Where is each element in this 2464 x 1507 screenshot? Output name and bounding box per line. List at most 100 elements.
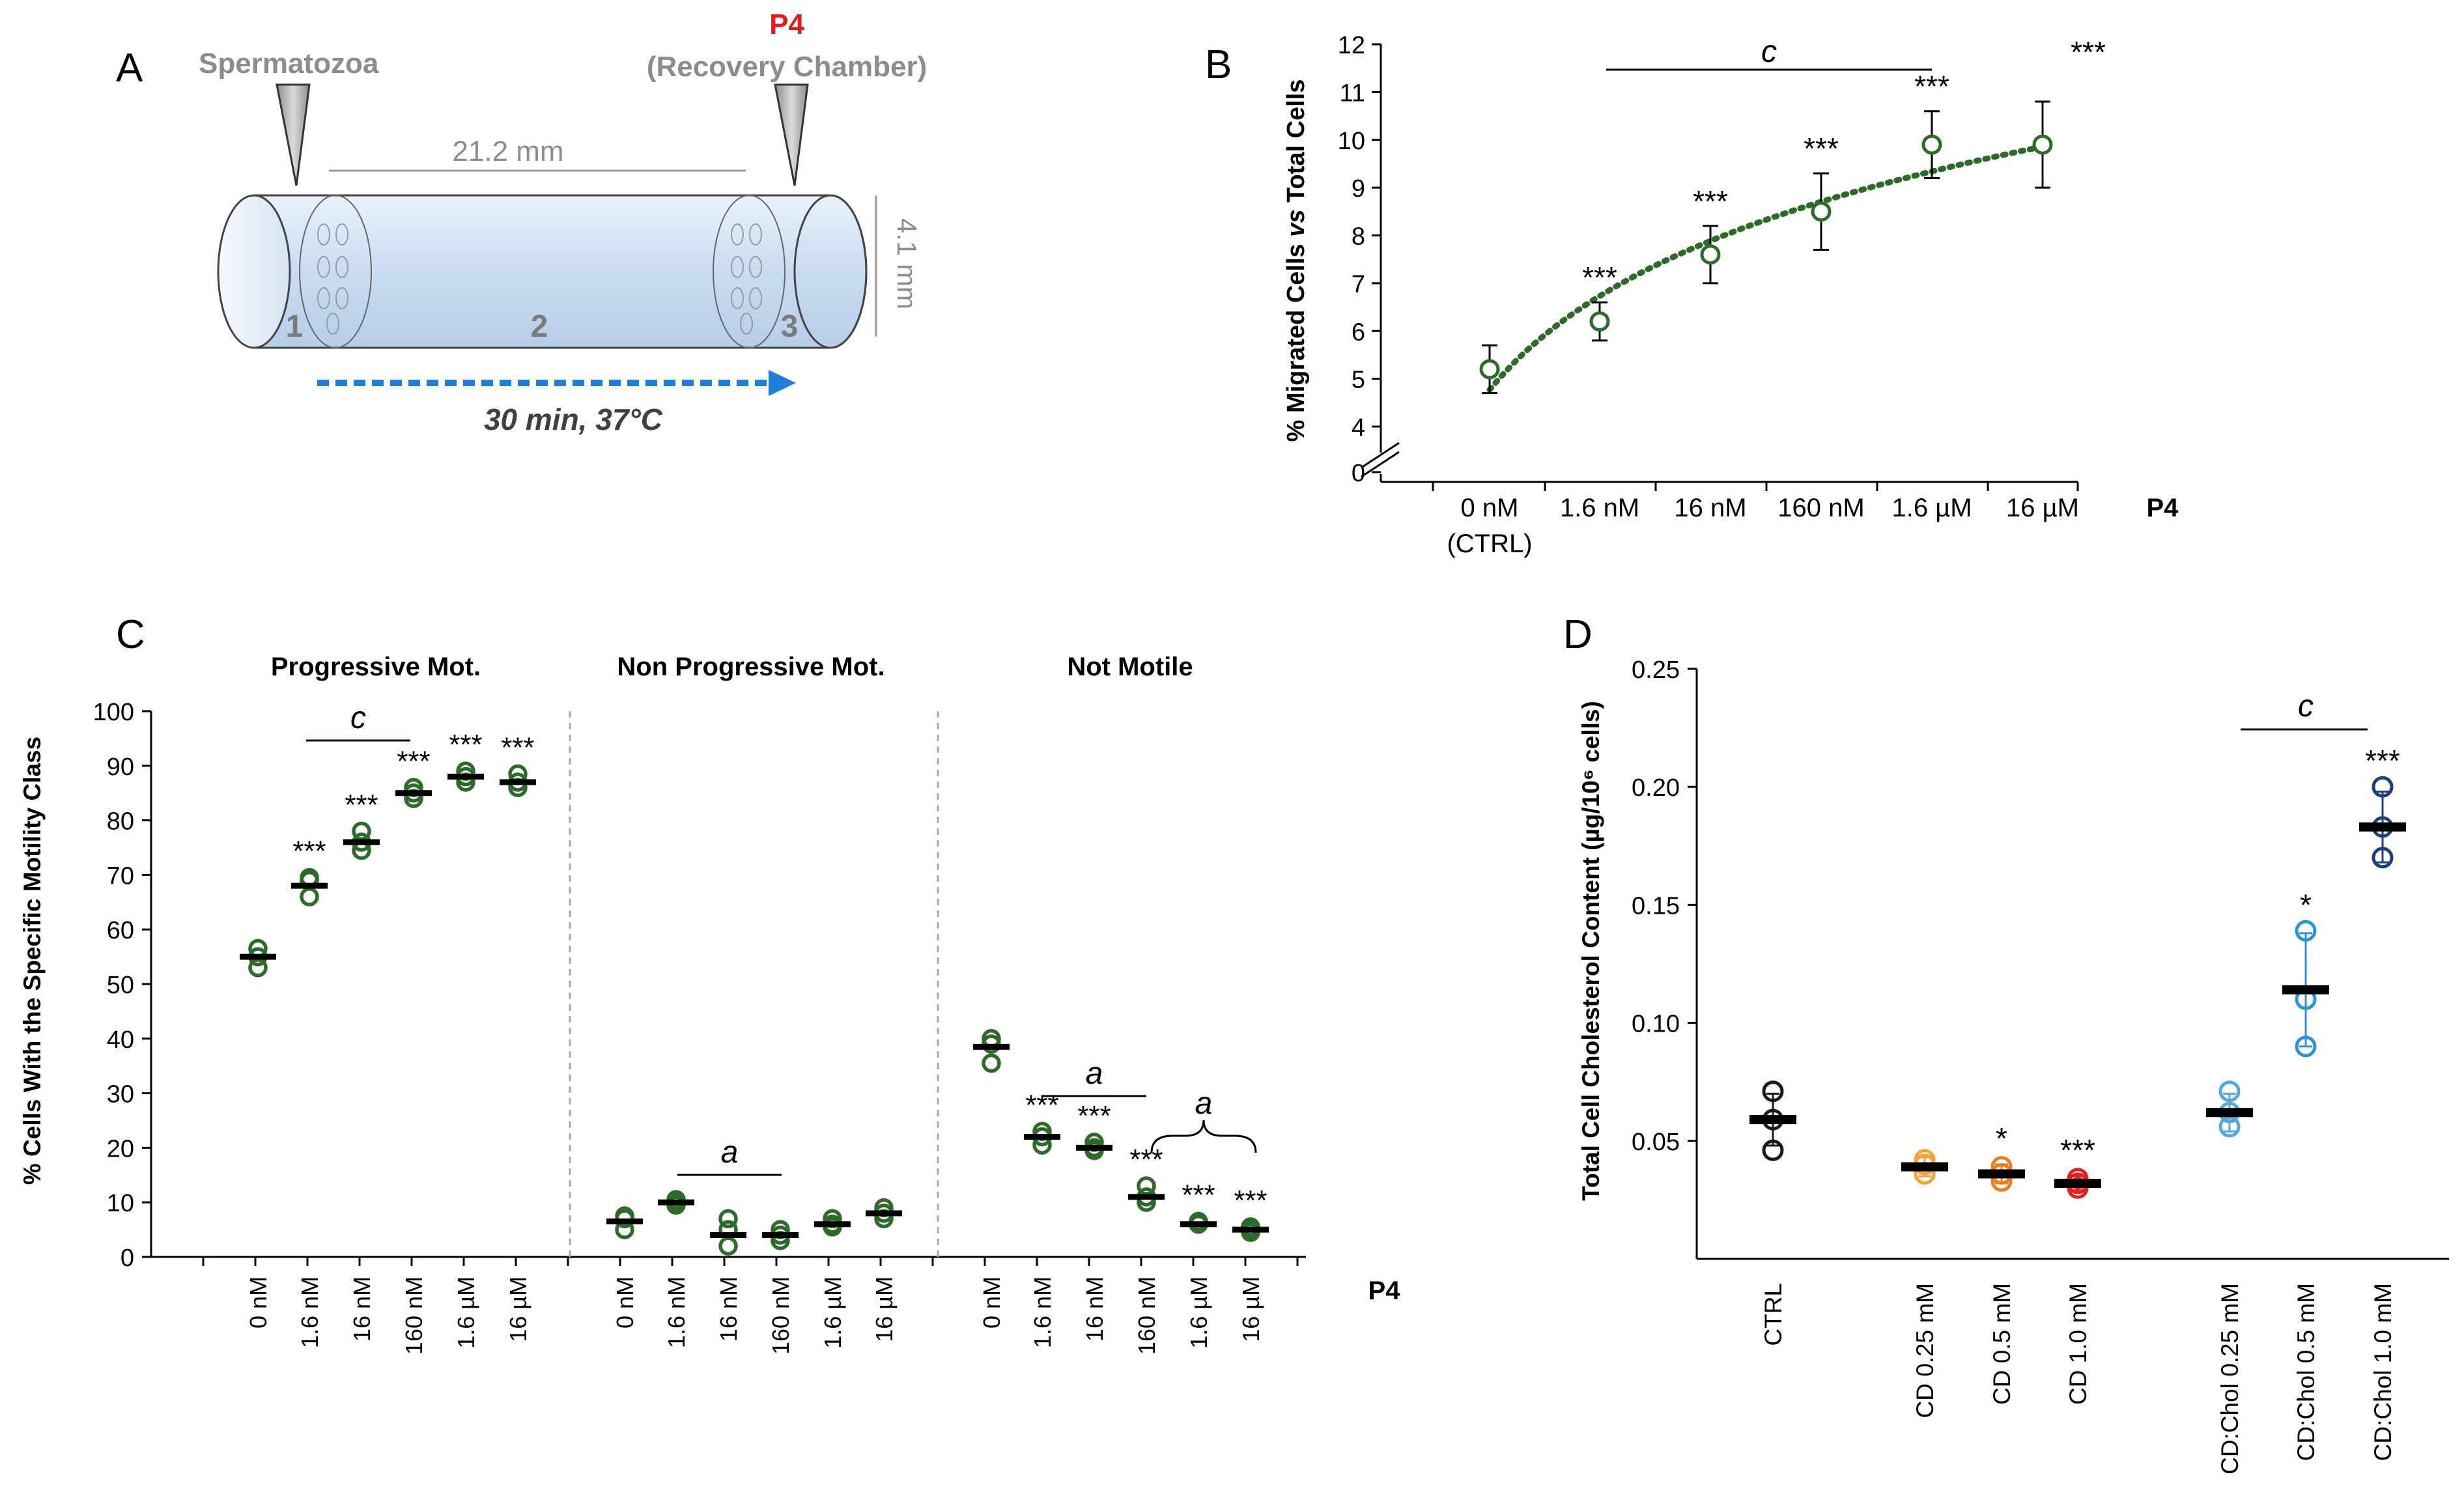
c-x-tick-label: 160 nM (401, 1276, 427, 1355)
c-x-tick-label: 1.6 nM (296, 1276, 323, 1348)
d-data-point (1762, 1080, 1784, 1103)
c-significance-label: *** (345, 789, 378, 821)
c-y-tick-label: 30 (107, 1081, 134, 1108)
b-y-tick-label: 12 (1338, 32, 1365, 59)
b-data-point (1700, 244, 1721, 265)
b-x-tick-label: 16 nM (1674, 494, 1746, 522)
b-y-tick-label: 5 (1352, 367, 1365, 394)
b-axis-break-1 (1361, 442, 1400, 469)
d-data-point (2218, 1080, 2241, 1103)
condition-label: 30 min, 37°C (484, 402, 663, 436)
c-x-tick-label: 1.6 µM (453, 1276, 479, 1349)
c-data-point (300, 887, 319, 907)
c-y-tick-label: 0 (120, 1245, 134, 1272)
d-x-tick-label: CD 0.5 mM (1989, 1283, 2015, 1405)
b-y-tick-label: 11 (1340, 79, 1365, 107)
b-data-point (1589, 311, 1610, 332)
b-y-tick-label: 4 (1352, 414, 1365, 442)
c-significance-label: *** (1077, 1100, 1111, 1132)
c-x-tick-label: 16 µM (871, 1276, 898, 1342)
panel-b-axes: 0 4 5 6 7 8 9 10 11 12 0 nM 1.6 nM 16 nM 160 nM 1.6 µM… (1338, 32, 2179, 558)
b-y-tick-label: 8 (1352, 223, 1365, 251)
c-significance-label: *** (292, 836, 326, 867)
c-x-axis-title: P4 (1368, 1276, 1401, 1305)
b-y-tick-label: 10 (1338, 128, 1365, 155)
c-significance-label: *** (1025, 1089, 1058, 1121)
d-bracket-label: c (2298, 689, 2314, 724)
c-significance-label: *** (501, 731, 534, 763)
b-x-tick-label: 16 µM (2006, 494, 2079, 522)
panel-b-marks: *** *** *** *** *** c (1479, 35, 2106, 395)
pipette-tip-left-icon (276, 83, 311, 186)
d-data-point (2218, 1116, 2241, 1138)
d-data-point (2295, 920, 2317, 942)
c-x-tick-label: 16 nM (715, 1276, 742, 1342)
c-x-tick-label: 0 nM (978, 1276, 1005, 1329)
spermatozoa-label: Spermatozoa (199, 48, 379, 79)
b-x-axis-title: P4 (2147, 494, 2179, 522)
d-y-tick-label: 0.25 (1632, 656, 1680, 684)
c-brace-label: a (1195, 1086, 1213, 1121)
b-significance-label: *** (1693, 184, 1728, 218)
c-x-tick-label: 0 nM (612, 1276, 638, 1329)
c-significance-label: *** (1234, 1185, 1267, 1217)
panel-d-letter: D (1563, 612, 1593, 657)
c-y-tick-label: 80 (107, 808, 134, 836)
c-y-tick-label: 90 (107, 754, 134, 781)
panel-b-letter: B (1205, 42, 1232, 87)
d-y-tick-label: 0.20 (1632, 774, 1680, 802)
panel-c-marks: *** *** *** *** *** *** *** *** *** *** c a a a (240, 701, 1269, 1256)
c-x-tick-label: 0 nM (245, 1276, 272, 1329)
d-x-tick-label: CD 0.25 mM (1912, 1283, 1938, 1418)
chamber-2-label: 2 (531, 309, 548, 344)
d-significance-label: * (2300, 888, 2312, 922)
c-y-tick-label: 10 (107, 1190, 134, 1217)
d-significance-label: * (1996, 1121, 2007, 1155)
recovery-chamber-label: (Recovery Chamber) (647, 51, 927, 83)
c-data-point (718, 1236, 738, 1256)
c-x-tick-label: 160 nM (767, 1276, 794, 1355)
c-x-tick-label: 1.6 µM (819, 1276, 846, 1349)
c-bracket-label: c (350, 701, 366, 735)
c-x-tick-label: 1.6 nM (1029, 1276, 1056, 1348)
d-data-point (2372, 847, 2394, 869)
b-x-tick-label: 0 nM (1461, 494, 1519, 522)
c-data-point (1137, 1176, 1156, 1196)
d-y-tick-label: 0.05 (1632, 1129, 1680, 1156)
b-y-tick-label: 0 (1352, 460, 1365, 487)
c-y-tick-label: 20 (107, 1135, 134, 1162)
d-y-tick-label: 0.15 (1632, 892, 1680, 920)
d-data-point (2372, 776, 2394, 798)
b-significance-label: *** (1804, 132, 1839, 165)
c-x-tick-label: 1.6 µM (1185, 1276, 1212, 1349)
panel-d-axes: 0.05 0.10 0.15 0.20 0.25 CTRL CD 0.25 mM CD 0.5… (1632, 656, 2449, 1474)
b-x-tick-label: 1.6 nM (1560, 494, 1639, 522)
d-data-point (2295, 1035, 2317, 1058)
d-x-tick-label: CD:Chol 0.25 mM (2216, 1283, 2243, 1474)
tube-right-cap (793, 194, 868, 349)
c-significance-label: *** (449, 729, 482, 761)
migration-arrow-head (769, 370, 796, 396)
c-group-title: Non Progressive Mot. (617, 653, 885, 681)
c-group-title: Not Motile (1067, 653, 1193, 681)
chamber-1-label: 1 (286, 309, 304, 344)
b-y-tick-label: 9 (1352, 175, 1365, 203)
c-y-tick-label: 40 (107, 1026, 134, 1054)
c-data-point (352, 821, 371, 841)
membrane-pores-right (731, 223, 762, 335)
c-x-tick-label: 16 nM (348, 1276, 375, 1342)
c-y-tick-label: 70 (107, 862, 134, 890)
c-significance-label: *** (397, 745, 430, 777)
panel-d: D Total Cell Cholesterol Content (µg/10⁶… (1563, 612, 2449, 1474)
d-x-tick-label: CD:Chol 0.5 mM (2293, 1283, 2319, 1461)
length-label: 21.2 mm (452, 135, 563, 167)
b-significance-label: *** (2071, 35, 2106, 69)
c-x-tick-label: 16 µM (1238, 1276, 1264, 1342)
b-trendline (1486, 143, 2046, 393)
panel-c-y-axis-label: % Cells With the Specific Motility Class (19, 737, 46, 1185)
panel-b-y-axis-label: % Migrated Cells vs Total Cells (1282, 79, 1310, 442)
c-significance-label: *** (1182, 1179, 1215, 1211)
b-significance-label: *** (1582, 261, 1617, 294)
panel-a-letter: A (116, 46, 143, 91)
